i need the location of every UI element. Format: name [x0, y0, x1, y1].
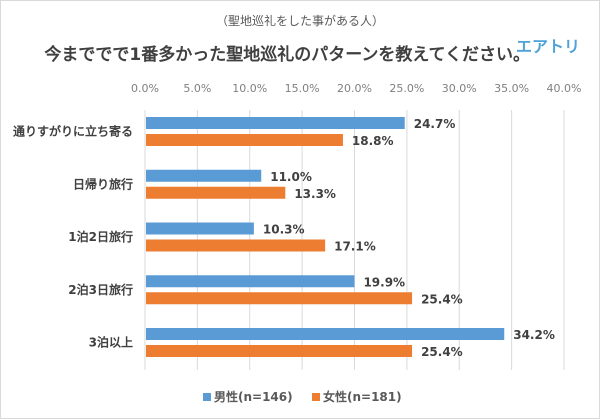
x-tick-label: 35.0%: [494, 82, 529, 95]
bar-female: [146, 345, 413, 357]
data-label: 25.4%: [421, 345, 463, 359]
bars: [146, 117, 505, 357]
category-label: 3泊以上: [89, 335, 133, 350]
bar-male: [146, 328, 505, 340]
bar-male: [146, 275, 355, 288]
data-label: 10.3%: [263, 223, 305, 237]
x-tick-label: 20.0%: [337, 82, 372, 95]
category-label: 日帰り旅行: [73, 176, 133, 191]
legend-swatch: [312, 393, 320, 401]
bar-female: [146, 134, 343, 146]
category-label: 1泊2日旅行: [68, 229, 133, 244]
data-label: 19.9%: [363, 275, 405, 289]
legend: 男性(n=146) 女性(n=181): [203, 389, 402, 404]
chart-title: 今まででで1番多かった聖地巡礼のパターンを教えてください。: [0, 40, 530, 65]
x-tick-label: 40.0%: [547, 82, 582, 95]
x-tick-label: 30.0%: [442, 82, 477, 95]
bar-male: [146, 117, 405, 129]
data-label: 18.8%: [352, 134, 394, 148]
x-tick-label: 25.0%: [389, 82, 424, 95]
legend-label: 男性(n=146): [214, 389, 293, 404]
chart-title-text: 今まででで1番多かった聖地巡礼のパターンを教えてください。: [44, 45, 530, 65]
data-label: 25.4%: [421, 292, 463, 306]
bar-male: [146, 222, 254, 235]
x-tick-labels: 0.0% 5.0% 10.0% 15.0% 20.0% 25.0% 30.0% 35.0% 40…: [131, 82, 581, 95]
bar-female: [146, 292, 413, 305]
x-tick-label: 5.0%: [183, 82, 211, 95]
bar-female: [146, 186, 286, 199]
data-label: 11.0%: [270, 170, 312, 184]
data-label: 13.3%: [294, 187, 336, 201]
brand-logo: エアトリ: [516, 37, 581, 56]
chart-subtitle: （聖地巡礼をした事がある人）: [215, 14, 384, 28]
bar-male: [146, 169, 262, 182]
category-label: 2泊3日旅行: [68, 282, 133, 297]
legend-swatch: [203, 393, 211, 401]
x-tick-label: 15.0%: [285, 82, 320, 95]
bar-female: [146, 239, 326, 252]
data-label: 17.1%: [334, 240, 376, 254]
x-tick-label: 10.0%: [232, 82, 267, 95]
legend-label: 女性(n=181): [323, 389, 402, 404]
data-label: 34.2%: [513, 328, 555, 342]
category-label: 通りすがりに立ち寄る: [13, 124, 133, 139]
data-label: 24.7%: [414, 117, 456, 131]
x-tick-label: 0.0%: [131, 82, 159, 95]
data-labels: 24.7% 18.8% 11.0% 13.3% 10.3% 17.1% 19.9% 25.4%…: [263, 117, 555, 359]
